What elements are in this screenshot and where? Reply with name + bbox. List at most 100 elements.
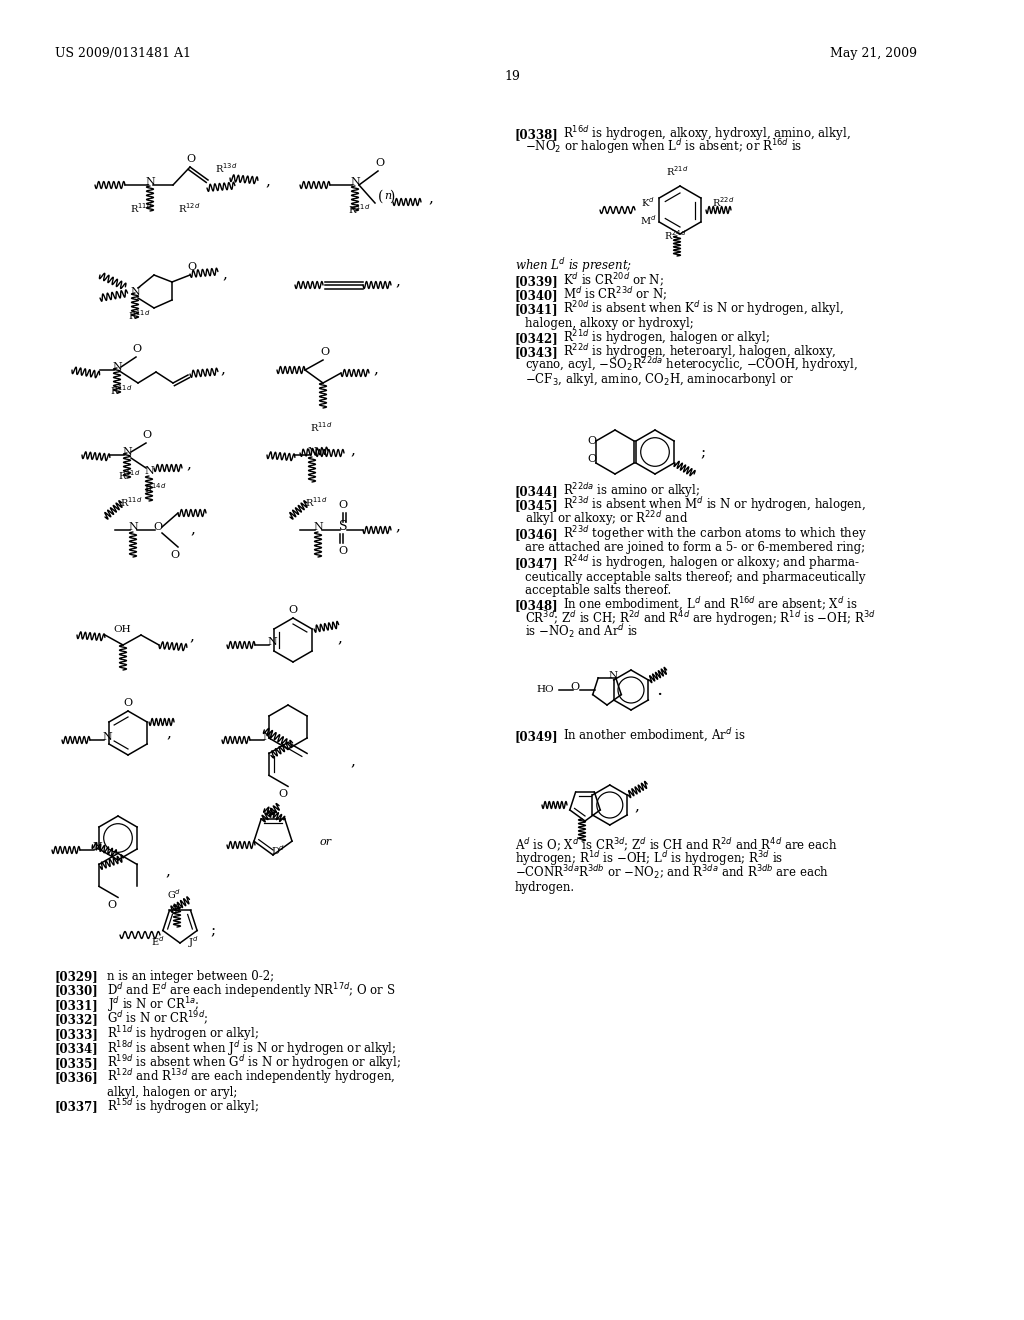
Text: O: O bbox=[187, 261, 197, 272]
Text: G$^d$ is N or CR$^{19d}$;: G$^d$ is N or CR$^{19d}$; bbox=[106, 1010, 209, 1027]
Text: ,: , bbox=[190, 521, 195, 536]
Text: O: O bbox=[279, 789, 288, 800]
Text: O: O bbox=[124, 698, 132, 708]
Text: halogen, alkoxy or hydroxyl;: halogen, alkoxy or hydroxyl; bbox=[525, 317, 693, 330]
Text: N: N bbox=[122, 447, 132, 457]
Text: are attached are joined to form a 5- or 6-membered ring;: are attached are joined to form a 5- or … bbox=[525, 541, 865, 554]
Text: ,: , bbox=[165, 865, 170, 878]
Text: O: O bbox=[339, 500, 347, 510]
Text: O: O bbox=[108, 900, 117, 911]
Text: ,: , bbox=[350, 754, 355, 768]
Text: R$^{24d}$ is hydrogen, halogen or alkoxy; and pharma-: R$^{24d}$ is hydrogen, halogen or alkoxy… bbox=[563, 553, 860, 572]
Text: [0333]: [0333] bbox=[55, 1028, 99, 1041]
Text: [0339]: [0339] bbox=[515, 275, 559, 288]
Text: May 21, 2009: May 21, 2009 bbox=[830, 48, 918, 59]
Text: [0348]: [0348] bbox=[515, 599, 559, 612]
Text: M$^d$: M$^d$ bbox=[640, 214, 656, 227]
Text: ,: , bbox=[373, 362, 378, 376]
Text: [0340]: [0340] bbox=[515, 289, 559, 302]
Text: R$^{23d}$ is absent when M$^d$ is N or hydrogen, halogen,: R$^{23d}$ is absent when M$^d$ is N or h… bbox=[563, 495, 866, 513]
Text: N: N bbox=[350, 177, 359, 187]
Text: ,: , bbox=[635, 799, 640, 813]
Text: O: O bbox=[588, 454, 597, 465]
Text: N: N bbox=[130, 286, 140, 297]
Text: R$^{11d}$: R$^{11d}$ bbox=[310, 420, 333, 434]
Text: R$^{12d}$: R$^{12d}$ bbox=[178, 201, 201, 215]
Text: R$^{15d}$ is hydrogen or alkyl;: R$^{15d}$ is hydrogen or alkyl; bbox=[106, 1097, 259, 1115]
Text: [0329]: [0329] bbox=[55, 970, 98, 983]
Text: [0338]: [0338] bbox=[515, 128, 559, 141]
Text: J$^d$: J$^d$ bbox=[188, 935, 200, 950]
Text: R$^{21d}$ is hydrogen, halogen or alkyl;: R$^{21d}$ is hydrogen, halogen or alkyl; bbox=[563, 329, 770, 347]
Text: R$^{11d}$: R$^{11d}$ bbox=[120, 495, 142, 510]
Text: N: N bbox=[102, 733, 112, 742]
Text: O: O bbox=[339, 546, 347, 556]
Text: ,: , bbox=[166, 726, 171, 741]
Text: R$^{11d}$: R$^{11d}$ bbox=[130, 201, 153, 215]
Text: R$^{24d}$: R$^{24d}$ bbox=[664, 228, 686, 242]
Text: O: O bbox=[321, 347, 330, 356]
Text: R$^{19d}$ is absent when G$^d$ is N or hydrogen or alkyl;: R$^{19d}$ is absent when G$^d$ is N or h… bbox=[106, 1053, 401, 1072]
Text: or: or bbox=[319, 837, 332, 847]
Text: ,: , bbox=[395, 519, 400, 533]
Text: [0347]: [0347] bbox=[515, 557, 559, 570]
Text: .: . bbox=[656, 681, 663, 700]
Text: ,: , bbox=[428, 191, 433, 205]
Text: ,: , bbox=[350, 444, 355, 457]
Text: CR$^{3d}$; Z$^d$ is CH; R$^{2d}$ and R$^{4d}$ are hydrogen; R$^{1d}$ is $-$OH; R: CR$^{3d}$; Z$^d$ is CH; R$^{2d}$ and R$^… bbox=[525, 609, 876, 627]
Text: O: O bbox=[570, 682, 580, 692]
Text: R$^{11d}$: R$^{11d}$ bbox=[128, 308, 151, 322]
Text: $-$NO$_2$ or halogen when L$^d$ is absent; or R$^{16d}$ is: $-$NO$_2$ or halogen when L$^d$ is absen… bbox=[525, 137, 802, 157]
Text: [0345]: [0345] bbox=[515, 499, 559, 512]
Text: [0342]: [0342] bbox=[515, 333, 559, 345]
Text: hydrogen.: hydrogen. bbox=[515, 880, 575, 894]
Text: M$^d$ is CR$^{23d}$ or N;: M$^d$ is CR$^{23d}$ or N; bbox=[563, 285, 668, 302]
Text: N: N bbox=[128, 521, 138, 532]
Text: N: N bbox=[112, 362, 122, 372]
Text: J$^d$ is N or CR$^{1a}$;: J$^d$ is N or CR$^{1a}$; bbox=[106, 995, 200, 1014]
Text: ,: , bbox=[265, 174, 270, 187]
Text: $-$CF$_3$, alkyl, amino, CO$_2$H, aminocarbonyl or: $-$CF$_3$, alkyl, amino, CO$_2$H, aminoc… bbox=[525, 371, 794, 388]
Text: E$^d$: E$^d$ bbox=[152, 935, 165, 948]
Text: R$^{12d}$ and R$^{13d}$ are each independently hydrogen,: R$^{12d}$ and R$^{13d}$ are each indepen… bbox=[106, 1068, 395, 1086]
Text: ,: , bbox=[189, 630, 194, 643]
Text: acceptable salts thereof.: acceptable salts thereof. bbox=[525, 583, 672, 597]
Text: R$^{11d}$ is hydrogen or alkyl;: R$^{11d}$ is hydrogen or alkyl; bbox=[106, 1024, 259, 1043]
Text: O: O bbox=[588, 436, 597, 446]
Text: N: N bbox=[144, 466, 154, 477]
Text: O: O bbox=[142, 430, 152, 440]
Text: ceutically acceptable salts thereof; and pharmaceutically: ceutically acceptable salts thereof; and… bbox=[525, 570, 865, 583]
Text: O: O bbox=[186, 154, 196, 164]
Text: when L$^d$ is present;: when L$^d$ is present; bbox=[515, 256, 633, 275]
Text: N: N bbox=[262, 733, 272, 742]
Text: D$^d$: D$^d$ bbox=[271, 843, 285, 857]
Text: [0346]: [0346] bbox=[515, 528, 559, 541]
Text: S: S bbox=[339, 520, 347, 533]
Text: ,: , bbox=[337, 631, 342, 645]
Text: A$^d$ is O; X$^d$ is CR$^{3d}$; Z$^d$ is CH and R$^{2d}$ and R$^{4d}$ are each: A$^d$ is O; X$^d$ is CR$^{3d}$; Z$^d$ is… bbox=[515, 837, 838, 854]
Text: R$^{11d}$: R$^{11d}$ bbox=[118, 469, 140, 482]
Text: N: N bbox=[267, 638, 276, 647]
Text: cyano, acyl, $-$SO$_2$R$^{22da}$ heterocyclic, $-$COOH, hydroxyl,: cyano, acyl, $-$SO$_2$R$^{22da}$ heteroc… bbox=[525, 355, 858, 375]
Text: US 2009/0131481 A1: US 2009/0131481 A1 bbox=[55, 48, 191, 59]
Text: R$^{16d}$ is hydrogen, alkoxy, hydroxyl, amino, alkyl,: R$^{16d}$ is hydrogen, alkoxy, hydroxyl,… bbox=[563, 124, 851, 143]
Text: R$^{22d}$: R$^{22d}$ bbox=[712, 195, 734, 209]
Text: ,: , bbox=[395, 275, 400, 288]
Text: [0330]: [0330] bbox=[55, 985, 98, 998]
Text: ,: , bbox=[222, 267, 227, 281]
Text: K$^d$ is CR$^{20d}$ or N;: K$^d$ is CR$^{20d}$ or N; bbox=[563, 272, 664, 289]
Text: In one embodiment, L$^d$ and R$^{16d}$ are absent; X$^d$ is: In one embodiment, L$^d$ and R$^{16d}$ a… bbox=[563, 595, 858, 614]
Text: [0335]: [0335] bbox=[55, 1057, 98, 1071]
Text: O: O bbox=[154, 521, 163, 532]
Text: O: O bbox=[170, 550, 179, 560]
Text: 19: 19 bbox=[504, 70, 520, 83]
Text: alkyl, halogen or aryl;: alkyl, halogen or aryl; bbox=[106, 1086, 238, 1100]
Text: K$^d$: K$^d$ bbox=[641, 195, 655, 209]
Text: O: O bbox=[376, 158, 385, 168]
Text: [0334]: [0334] bbox=[55, 1043, 98, 1056]
Text: N: N bbox=[92, 842, 101, 851]
Text: R$^{11d}$: R$^{11d}$ bbox=[348, 202, 371, 216]
Text: R$^{22d}$ is hydrogen, heteroaryl, halogen, alkoxy,: R$^{22d}$ is hydrogen, heteroaryl, halog… bbox=[563, 342, 837, 360]
Text: [0336]: [0336] bbox=[55, 1072, 98, 1085]
Text: n is an integer between 0-2;: n is an integer between 0-2; bbox=[106, 970, 274, 983]
